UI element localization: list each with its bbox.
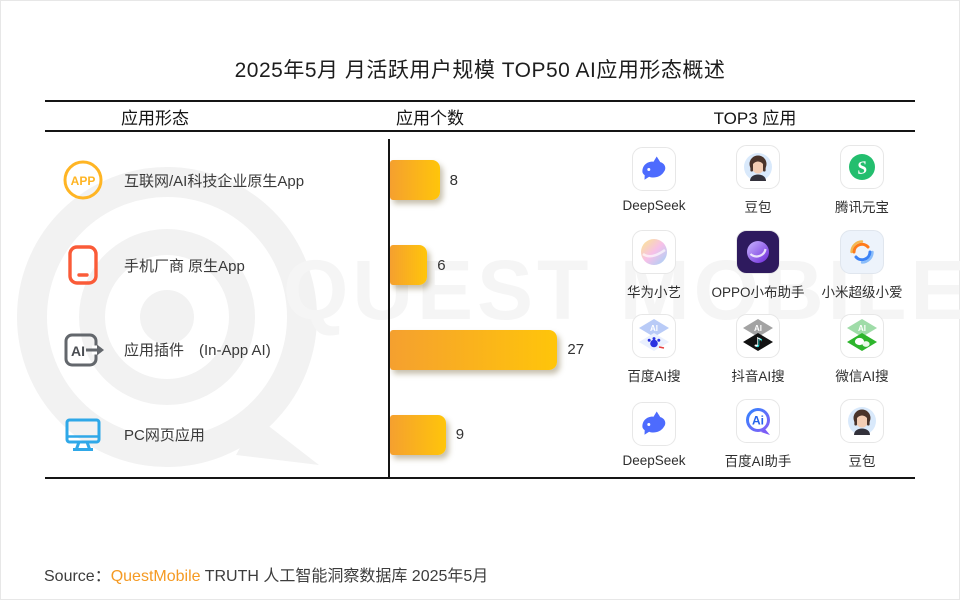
oppo-xiaobu-icon (736, 229, 780, 274)
top3-app: OPPO小布助手 (706, 229, 810, 301)
doubao-avatar-icon (736, 144, 780, 189)
category-cell: AI 应用插件 (In-App AI) (45, 328, 388, 372)
count-bar (390, 245, 428, 286)
column-header-app-count: 应用个数 (396, 108, 464, 128)
top3-app: 小米超级小爱 (810, 229, 914, 301)
app-circle-icon: APP (61, 158, 105, 202)
category-cell: PC网页应用 (45, 413, 388, 457)
top3-cell: AI 百度AI搜 AI ♪ ♪ 抖音AI搜 AI 微信AI搜 (602, 314, 915, 385)
category-label: PC网页应用 (124, 427, 205, 445)
top3-app: Ai 百度AI助手 (706, 399, 810, 470)
top3-app: DeepSeek (602, 147, 706, 213)
top3-cell: DeepSeek Ai 百度AI助手 豆包 (602, 399, 915, 470)
top3-app: 豆包 (706, 144, 810, 216)
svg-text:AI: AI (71, 343, 85, 359)
svg-text:APP: APP (71, 174, 96, 188)
source-prefix: Source： (44, 568, 111, 585)
category-cell: 手机厂商 原生App (45, 243, 388, 287)
column-header-top3-apps: TOP3 应用 (713, 108, 797, 128)
huawei-xiaoyi-icon (632, 229, 676, 274)
tencent-yuanbao-icon: S (840, 144, 884, 189)
svg-text:S: S (856, 157, 869, 178)
svg-text:Ai: Ai (752, 414, 764, 428)
top3-app: S 腾讯元宝 (810, 144, 914, 216)
weixin-ai-search-icon: AI (840, 314, 884, 359)
app-name-label: 微信AI搜 (835, 369, 889, 385)
bar-cell: 6 (388, 245, 602, 286)
app-name-label: 小米超级小爱 (821, 284, 903, 300)
bar-value-label: 6 (437, 256, 446, 274)
douyin-ai-search-icon: AI ♪ ♪ (736, 314, 780, 359)
source-line: Source：QuestMobile TRUTH 人工智能洞察数据库 2025年… (44, 562, 488, 586)
table-header: 应用形态 应用个数 TOP3 应用 (45, 100, 915, 132)
svg-text:♪: ♪ (753, 336, 761, 351)
svg-text:♪: ♪ (755, 336, 763, 351)
top3-app: AI 百度AI搜 (602, 314, 706, 385)
bar-cell: 9 (388, 414, 602, 455)
deepseek-whale-icon (632, 147, 676, 192)
table-row: AI 应用插件 (In-App AI) 27 AI 百度AI搜 AI ♪ ♪ 抖音AI搜 AI 微信… (45, 308, 915, 393)
count-bar (390, 329, 558, 370)
category-label: 手机厂商 原生App (124, 257, 245, 275)
table-row: 手机厂商 原生App 6 华为小艺 OPPO小布助手 小米超级小爱 (45, 223, 915, 308)
table-body: APP 互联网/AI科技企业原生App 8 DeepSeek 豆包 S 腾讯元宝手机厂商 原… (45, 132, 915, 479)
top3-app: 豆包 (810, 399, 914, 470)
bar-value-label: 8 (449, 171, 458, 189)
baidu-ai-search-icon: AI (632, 314, 676, 359)
app-name-label: 豆包 (744, 199, 772, 215)
pc-monitor-icon (61, 413, 105, 457)
bar-cell: 8 (388, 160, 602, 201)
svg-text:AI: AI (754, 324, 762, 333)
bar-value-label: 27 (567, 341, 585, 359)
app-name-label: DeepSeek (622, 198, 686, 214)
table-row: PC网页应用 9 DeepSeek Ai 百度AI助手 豆包 (45, 392, 915, 477)
category-label: 应用插件 (In-App AI) (124, 342, 271, 360)
app-name-label: 华为小艺 (627, 284, 681, 300)
top3-app: 华为小艺 (602, 229, 706, 301)
app-name-label: DeepSeek (622, 452, 686, 468)
table-row: APP 互联网/AI科技企业原生App 8 DeepSeek 豆包 S 腾讯元宝 (45, 138, 915, 223)
source-suffix: TRUTH 人工智能洞察数据库 2025年5月 (200, 568, 489, 585)
top3-app: AI ♪ ♪ 抖音AI搜 (706, 314, 810, 385)
phone-icon (61, 243, 105, 287)
count-bar (390, 414, 446, 455)
app-name-label: OPPO小布助手 (711, 284, 805, 300)
app-name-label: 百度AI助手 (724, 454, 792, 470)
deepseek-whale-icon (632, 401, 676, 446)
app-name-label: 腾讯元宝 (835, 199, 889, 215)
page-title: 2025年5月 月活跃用户规模 TOP50 AI应用形态概述 (234, 59, 726, 82)
column-header-app-form: 应用形态 (121, 108, 189, 128)
category-label: 互联网/AI科技企业原生App (124, 172, 305, 190)
svg-text:AI: AI (650, 324, 658, 333)
app-name-label: 抖音AI搜 (731, 369, 785, 385)
count-bar (390, 160, 440, 201)
top3-cell: DeepSeek 豆包 S 腾讯元宝 (602, 144, 915, 216)
bar-cell: 27 (388, 329, 602, 370)
questmobile-logo-watermark (17, 167, 319, 467)
bar-axis-line (388, 139, 390, 477)
doubao-avatar-icon (840, 399, 884, 444)
top3-app: AI 微信AI搜 (810, 314, 914, 385)
bar-value-label: 9 (455, 426, 465, 444)
category-cell: APP 互联网/AI科技企业原生App (45, 158, 388, 202)
source-brand: QuestMobile (110, 568, 201, 585)
in-app-ai-icon: AI (61, 328, 105, 372)
top3-app: DeepSeek (602, 401, 706, 468)
app-name-label: 豆包 (848, 454, 876, 470)
top3-cell: 华为小艺 OPPO小布助手 小米超级小爱 (602, 229, 915, 301)
svg-text:AI: AI (858, 324, 866, 333)
baidu-ai-assistant-icon: Ai (736, 399, 780, 444)
app-name-label: 百度AI搜 (627, 369, 681, 385)
xiaomi-xiaoai-icon (840, 229, 884, 274)
